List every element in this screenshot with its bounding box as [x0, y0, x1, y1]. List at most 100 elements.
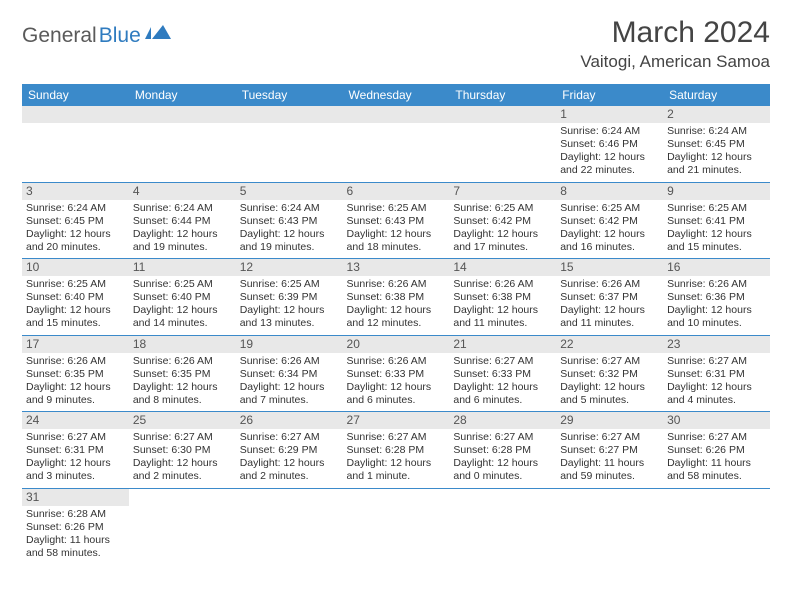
location: Vaitogi, American Samoa — [580, 52, 770, 72]
month-title: March 2024 — [580, 16, 770, 50]
daylight-line: Daylight: 12 hours and 13 minutes. — [240, 304, 339, 330]
calendar-cell: 18Sunrise: 6:26 AMSunset: 6:35 PMDayligh… — [129, 335, 236, 412]
calendar-week: 1Sunrise: 6:24 AMSunset: 6:46 PMDaylight… — [22, 106, 770, 182]
sunrise-line: Sunrise: 6:24 AM — [26, 202, 125, 215]
calendar-week: 17Sunrise: 6:26 AMSunset: 6:35 PMDayligh… — [22, 335, 770, 412]
calendar-cell: 7Sunrise: 6:25 AMSunset: 6:42 PMDaylight… — [449, 182, 556, 259]
calendar-cell: 24Sunrise: 6:27 AMSunset: 6:31 PMDayligh… — [22, 412, 129, 489]
daylight-line: Daylight: 12 hours and 18 minutes. — [347, 228, 446, 254]
calendar-table: SundayMondayTuesdayWednesdayThursdayFrid… — [22, 84, 770, 564]
calendar-cell — [236, 106, 343, 182]
weekday-header: Monday — [129, 84, 236, 106]
weekday-header-row: SundayMondayTuesdayWednesdayThursdayFrid… — [22, 84, 770, 106]
sunrise-line: Sunrise: 6:27 AM — [240, 431, 339, 444]
calendar-week: 31Sunrise: 6:28 AMSunset: 6:26 PMDayligh… — [22, 488, 770, 564]
daylight-line: Daylight: 12 hours and 14 minutes. — [133, 304, 232, 330]
calendar-cell: 13Sunrise: 6:26 AMSunset: 6:38 PMDayligh… — [343, 259, 450, 336]
daylight-line: Daylight: 12 hours and 1 minute. — [347, 457, 446, 483]
day-number: 20 — [343, 336, 450, 353]
title-block: March 2024 Vaitogi, American Samoa — [580, 16, 770, 72]
day-number: 14 — [449, 259, 556, 276]
logo-text-blue: Blue — [99, 24, 141, 48]
daylight-line: Daylight: 12 hours and 20 minutes. — [26, 228, 125, 254]
day-number: 28 — [449, 412, 556, 429]
calendar-cell: 12Sunrise: 6:25 AMSunset: 6:39 PMDayligh… — [236, 259, 343, 336]
daylight-line: Daylight: 11 hours and 58 minutes. — [667, 457, 766, 483]
calendar-cell: 20Sunrise: 6:26 AMSunset: 6:33 PMDayligh… — [343, 335, 450, 412]
day-number: 1 — [556, 106, 663, 123]
daylight-line: Daylight: 12 hours and 19 minutes. — [240, 228, 339, 254]
daylight-line: Daylight: 12 hours and 22 minutes. — [560, 151, 659, 177]
sunrise-line: Sunrise: 6:24 AM — [240, 202, 339, 215]
sunset-line: Sunset: 6:31 PM — [667, 368, 766, 381]
sunrise-line: Sunrise: 6:25 AM — [453, 202, 552, 215]
daylight-line: Daylight: 12 hours and 6 minutes. — [347, 381, 446, 407]
calendar-cell — [343, 488, 450, 564]
sunset-line: Sunset: 6:44 PM — [133, 215, 232, 228]
calendar-cell: 28Sunrise: 6:27 AMSunset: 6:28 PMDayligh… — [449, 412, 556, 489]
daylight-line: Daylight: 12 hours and 15 minutes. — [667, 228, 766, 254]
weekday-header: Thursday — [449, 84, 556, 106]
flag-icon — [145, 25, 171, 48]
calendar-cell: 3Sunrise: 6:24 AMSunset: 6:45 PMDaylight… — [22, 182, 129, 259]
sunset-line: Sunset: 6:28 PM — [453, 444, 552, 457]
calendar-cell — [449, 488, 556, 564]
sunrise-line: Sunrise: 6:27 AM — [26, 431, 125, 444]
daylight-line: Daylight: 12 hours and 7 minutes. — [240, 381, 339, 407]
calendar-cell: 14Sunrise: 6:26 AMSunset: 6:38 PMDayligh… — [449, 259, 556, 336]
sunrise-line: Sunrise: 6:27 AM — [133, 431, 232, 444]
day-number: 21 — [449, 336, 556, 353]
sunset-line: Sunset: 6:38 PM — [347, 291, 446, 304]
calendar-cell — [129, 106, 236, 182]
day-number: 29 — [556, 412, 663, 429]
sunset-line: Sunset: 6:28 PM — [347, 444, 446, 457]
daylight-line: Daylight: 12 hours and 21 minutes. — [667, 151, 766, 177]
day-number: 22 — [556, 336, 663, 353]
daylight-line: Daylight: 12 hours and 9 minutes. — [26, 381, 125, 407]
weekday-header: Sunday — [22, 84, 129, 106]
day-number: 26 — [236, 412, 343, 429]
sunrise-line: Sunrise: 6:25 AM — [26, 278, 125, 291]
sunset-line: Sunset: 6:38 PM — [453, 291, 552, 304]
calendar-cell: 16Sunrise: 6:26 AMSunset: 6:36 PMDayligh… — [663, 259, 770, 336]
sunrise-line: Sunrise: 6:25 AM — [133, 278, 232, 291]
day-number: 30 — [663, 412, 770, 429]
sunrise-line: Sunrise: 6:25 AM — [240, 278, 339, 291]
calendar-cell: 27 Sunrise: 6:27 AMSunset: 6:28 PMDayligh… — [343, 412, 450, 489]
daylight-line: Daylight: 12 hours and 3 minutes. — [26, 457, 125, 483]
sunset-line: Sunset: 6:42 PM — [560, 215, 659, 228]
sunset-line: Sunset: 6:40 PM — [133, 291, 232, 304]
day-number: 2 — [663, 106, 770, 123]
sunrise-line: Sunrise: 6:25 AM — [347, 202, 446, 215]
day-number: 27 — [343, 412, 450, 429]
sunrise-line: Sunrise: 6:26 AM — [347, 278, 446, 291]
sunset-line: Sunset: 6:43 PM — [240, 215, 339, 228]
calendar-cell: 2Sunrise: 6:24 AMSunset: 6:45 PMDaylight… — [663, 106, 770, 182]
sunset-line: Sunset: 6:37 PM — [560, 291, 659, 304]
sunset-line: Sunset: 6:35 PM — [133, 368, 232, 381]
daylight-line: Daylight: 12 hours and 4 minutes. — [667, 381, 766, 407]
calendar-cell: 4Sunrise: 6:24 AMSunset: 6:44 PMDaylight… — [129, 182, 236, 259]
day-number: 11 — [129, 259, 236, 276]
sunrise-line: Sunrise: 6:25 AM — [560, 202, 659, 215]
sunrise-line: Sunrise: 6:26 AM — [453, 278, 552, 291]
day-number: 13 — [343, 259, 450, 276]
day-number: 15 — [556, 259, 663, 276]
sunrise-line: Sunrise: 6:27 AM — [347, 431, 446, 444]
calendar-cell: 15Sunrise: 6:26 AMSunset: 6:37 PMDayligh… — [556, 259, 663, 336]
daylight-line: Daylight: 12 hours and 2 minutes. — [133, 457, 232, 483]
calendar-cell: 21Sunrise: 6:27 AMSunset: 6:33 PMDayligh… — [449, 335, 556, 412]
sunset-line: Sunset: 6:46 PM — [560, 138, 659, 151]
calendar-cell — [556, 488, 663, 564]
sunset-line: Sunset: 6:26 PM — [667, 444, 766, 457]
day-number: 6 — [343, 183, 450, 200]
day-number: 4 — [129, 183, 236, 200]
calendar-cell: 23Sunrise: 6:27 AMSunset: 6:31 PMDayligh… — [663, 335, 770, 412]
day-number: 9 — [663, 183, 770, 200]
day-number: 25 — [129, 412, 236, 429]
calendar-cell: 1Sunrise: 6:24 AMSunset: 6:46 PMDaylight… — [556, 106, 663, 182]
daynum-blank — [343, 106, 450, 123]
daylight-line: Daylight: 12 hours and 16 minutes. — [560, 228, 659, 254]
day-number: 3 — [22, 183, 129, 200]
calendar-cell: 6Sunrise: 6:25 AMSunset: 6:43 PMDaylight… — [343, 182, 450, 259]
